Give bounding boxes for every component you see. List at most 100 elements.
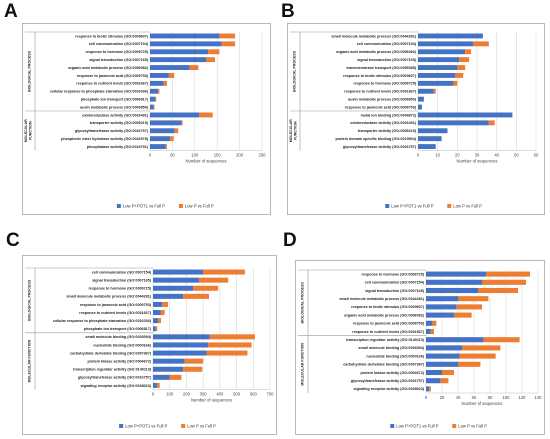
bar-low-p-pot1 — [153, 310, 161, 316]
bar-low-p — [170, 136, 174, 142]
bar-low-p-pot1 — [418, 136, 442, 142]
bar-low-p — [459, 353, 496, 359]
category-label: response to jasmonic acid (GO:0009753) — [77, 74, 149, 78]
bar-low-p-pot1 — [150, 136, 171, 142]
legend-label-low-p: Low P vs Full P — [187, 424, 216, 429]
category-label: glycosyltransferase activity (GO:0016757… — [78, 376, 152, 380]
bar-low-p-pot1 — [418, 57, 460, 63]
category-label: response to jasmonic acid (GO:0009753) — [353, 322, 425, 326]
bar-low-p-pot1 — [153, 334, 210, 340]
bar-low-p — [458, 296, 489, 302]
bar-low-p-pot1 — [150, 65, 190, 70]
legend-label-low-p-pot1: Low P+POT1 vs Full P — [125, 424, 167, 429]
bar-low-p-pot1 — [418, 104, 422, 110]
bar-low-p-pot1 — [418, 120, 489, 126]
category-label: phosphatase activity (GO:0016791) — [87, 145, 149, 149]
bar-low-p — [189, 65, 199, 70]
category-label: carbohydrate derivative binding (GO:0097… — [70, 351, 152, 355]
bar-low-p — [193, 285, 219, 291]
category-label: protein kinase activity (GO:0004672) — [87, 359, 151, 363]
category-label: cellular response to phosphate starvatio… — [53, 319, 152, 323]
chart-svg: BIOLOGICAL PROCESS response to hormone (G… — [298, 269, 543, 429]
legend-swatch-low-p-pot1 — [116, 204, 121, 208]
group-label-line: MOLECULAR — [289, 119, 293, 142]
category-label: small molecule binding (GO:0036094) — [85, 335, 151, 339]
bar-low-p-pot1 — [150, 96, 156, 102]
bar-low-p-pot1 — [153, 301, 163, 307]
x-tick-label: 50 — [170, 153, 175, 158]
bar-low-p — [459, 57, 470, 63]
category-label: oxidoreductase activity (GO:0016491) — [350, 121, 417, 125]
category-label: response to biotic stimulus (GO:0009607) — [351, 305, 425, 309]
bar-low-p-pot1 — [150, 104, 154, 110]
panel-letter-b: B — [281, 1, 295, 22]
x-tick-label: 200 — [236, 153, 244, 158]
category-label: small molecule binding (GO:0036094) — [358, 346, 424, 350]
panel-letter-c: C — [6, 230, 20, 251]
group-label: MOLECULARFUNCTION — [289, 119, 297, 142]
x-tick-label: 60 — [534, 153, 539, 158]
bar-low-p-pot1 — [153, 342, 209, 348]
group-label-line: MOLECULAR — [24, 119, 28, 142]
category-label: response to jasmonic acid (GO:0009753) — [345, 105, 417, 109]
category-label: transmembrane transport (GO:0055085) — [346, 66, 416, 70]
bar-low-p — [208, 49, 220, 55]
legend-swatch-low-p-pot1 — [385, 204, 390, 208]
bar-low-p-pot1 — [418, 88, 434, 94]
bar-low-p-pot1 — [418, 49, 466, 55]
legend-label-low-p-pot1: Low P+POT1 vs Full P — [123, 204, 165, 209]
x-tick-label: 80 — [488, 395, 493, 400]
category-label: signal transduction (GO:0007165) — [89, 58, 149, 62]
x-tick-label: 200 — [183, 392, 191, 397]
bar-low-p — [199, 112, 213, 118]
bar-low-p — [455, 73, 464, 78]
bar-low-p — [206, 350, 248, 356]
bar-low-p-pot1 — [418, 112, 513, 118]
bar-low-p — [183, 293, 209, 299]
x-tick-label: 700 — [267, 392, 275, 397]
bar-low-p-pot1 — [150, 73, 169, 78]
bar-low-p-pot1 — [150, 120, 182, 126]
bar-low-p — [169, 374, 182, 380]
bar-low-p-pot1 — [418, 144, 436, 149]
x-tick-label: 150 — [214, 153, 222, 158]
bar-low-p-pot1 — [426, 296, 458, 302]
bar-low-p — [203, 269, 245, 275]
x-tick-label: 100 — [191, 153, 199, 158]
chart-svg: BIOLOGICAL PROCESS response to biotic sti… — [24, 31, 267, 209]
x-tick-label: 20 — [440, 395, 445, 400]
group-label-line: FUNCTION — [28, 121, 32, 140]
group-label: BIOLOGICAL PROCESS — [300, 282, 304, 324]
category-label: cell communication (GO:0007154) — [357, 42, 417, 46]
bar-low-p — [462, 345, 501, 351]
x-tick-label: 250 — [259, 153, 267, 158]
bar-low-p — [221, 41, 236, 47]
bar-low-p — [488, 120, 495, 126]
x-axis-title: Number of sequences — [457, 159, 498, 164]
category-label: cell communication (GO:0007154) — [89, 42, 149, 46]
bar-low-p-pot1 — [153, 350, 207, 356]
category-label: response to nutrient levels (GO:0031667) — [79, 311, 151, 315]
category-label: glycosyltransferase activity (GO:0016757… — [351, 379, 425, 383]
category-label: signaling receptor activity (GO:0038023) — [354, 387, 425, 391]
x-tick-label: 500 — [233, 392, 241, 397]
x-tick-label: 40 — [494, 153, 499, 158]
category-label: transcription regulator activity (GO:014… — [346, 338, 425, 342]
category-label: carbohydrate derivative binding (GO:0097… — [343, 363, 425, 367]
bar-low-p — [483, 337, 520, 343]
bar-low-p — [429, 386, 431, 392]
bar-low-p — [209, 334, 255, 340]
bar-low-p — [155, 326, 158, 332]
x-tick-label: 120 — [519, 395, 527, 400]
category-label: phosphate ion transport (GO:0006817) — [81, 97, 149, 101]
chart-panel-a: BIOLOGICAL PROCESS response to biotic sti… — [22, 23, 271, 215]
chart-panel-b: BIOLOGICAL PROCESS small molecule metabol… — [287, 23, 545, 215]
category-label: phosphate ion transport (GO:0006817) — [84, 327, 152, 331]
bar-low-p-pot1 — [153, 366, 184, 372]
bar-low-p-pot1 — [150, 144, 166, 149]
chart-panel-c: BIOLOGICAL PROCESS cell communication (GO… — [22, 255, 277, 435]
bar-low-p — [486, 271, 530, 277]
bar-low-p-pot1 — [150, 112, 200, 118]
bar-low-p — [478, 287, 518, 294]
x-tick-label: 140 — [535, 395, 543, 400]
